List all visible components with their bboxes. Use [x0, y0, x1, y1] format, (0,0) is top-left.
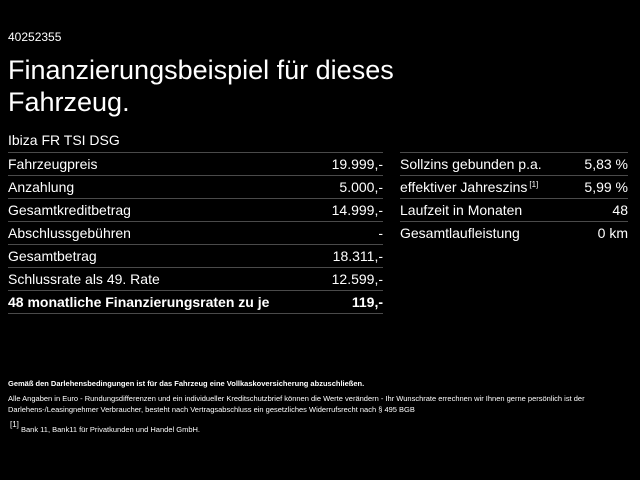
row-label: Gesamtlaufleistung: [400, 225, 520, 241]
row-value: 12.599,-: [331, 271, 383, 287]
table-row: Gesamtlaufleistung 0 km: [400, 221, 628, 244]
table-row: Schlussrate als 49. Rate 12.599,-: [8, 267, 383, 290]
left-table: Fahrzeugpreis 19.999,- Anzahlung 5.000,- Ges…: [8, 152, 383, 314]
model: Ibiza FR TSI DSG: [8, 132, 120, 148]
table-row: Gesamtkreditbetrag 14.999,-: [8, 198, 383, 221]
table-row: effektiver Jahreszins [1] 5,99 %: [400, 175, 628, 198]
row-label: Schlussrate als 49. Rate: [8, 271, 160, 287]
row-label: Laufzeit in Monaten: [400, 202, 522, 218]
table-row: Abschlussgebühren -: [8, 221, 383, 244]
row-label: effektiver Jahreszins [1]: [400, 179, 538, 195]
row-label-text: Abschlussgebühren: [8, 225, 131, 241]
row-value: 0 km: [597, 225, 628, 241]
row-value: 48: [612, 202, 628, 218]
row-label-text: Gesamtlaufleistung: [400, 225, 520, 241]
footnote-marker: [1]: [529, 180, 539, 189]
row-label-text: effektiver Jahreszins: [400, 179, 528, 195]
row-label-text: Sollzins gebunden p.a.: [400, 156, 542, 172]
row-label-text: Fahrzeugpreis: [8, 156, 98, 172]
row-label: Sollzins gebunden p.a.: [400, 156, 542, 172]
row-label-text: Anzahlung: [8, 179, 75, 195]
right-table: Sollzins gebunden p.a. 5,83 % effektiver J…: [400, 152, 628, 244]
row-label-text: 48 monatliche Finanzierungsraten zu je: [8, 294, 270, 310]
row-value: 19.999,-: [331, 156, 383, 172]
disclaimer: Alle Angaben in Euro - Rundungsdifferenz…: [8, 394, 585, 414]
row-label: Gesamtkreditbetrag: [8, 202, 131, 218]
table-row: Anzahlung 5.000,-: [8, 175, 383, 198]
row-value: -: [378, 225, 383, 241]
row-value: 119,-: [351, 294, 383, 310]
row-value: 18.311,-: [332, 248, 383, 264]
row-label: Fahrzeugpreis: [8, 156, 98, 172]
row-label: Gesamtbetrag: [8, 248, 97, 264]
row-value: 5,99 %: [584, 179, 628, 195]
insurance-note: Gemäß den Darlehensbedingungen ist für d…: [8, 379, 365, 388]
row-value: 14.999,-: [331, 202, 383, 218]
row-label: Abschlussgebühren: [8, 225, 131, 241]
table-row: Fahrzeugpreis 19.999,-: [8, 152, 383, 175]
row-value: 5.000,-: [339, 179, 383, 195]
row-label: Anzahlung: [8, 179, 74, 195]
row-label: 48 monatliche Finanzierungsraten zu je: [8, 294, 269, 310]
footnote: [1] Bank 11, Bank11 für Privatkunden und…: [8, 419, 628, 435]
row-label-text: Gesamtkreditbetrag: [8, 202, 131, 218]
footnote-text: Bank 11, Bank11 für Privatkunden und Han…: [21, 425, 200, 434]
row-label-text: Schlussrate als 49. Rate: [8, 271, 160, 287]
row-value: 5,83 %: [584, 156, 628, 172]
row-label-text: Laufzeit in Monaten: [400, 202, 523, 218]
vehicle-id: 40252355: [8, 30, 62, 44]
table-row: Sollzins gebunden p.a. 5,83 %: [400, 152, 628, 175]
table-row: Laufzeit in Monaten 48: [400, 198, 628, 221]
table-row: 48 monatliche Finanzierungsraten zu je 11…: [8, 290, 383, 314]
footnote-marker: [1]: [10, 420, 19, 429]
table-row: Gesamtbetrag 18.311,-: [8, 244, 383, 267]
row-label-text: Gesamtbetrag: [8, 248, 97, 264]
title: Finanzierungsbeispiel für dieses Fahrzeu…: [8, 55, 394, 117]
